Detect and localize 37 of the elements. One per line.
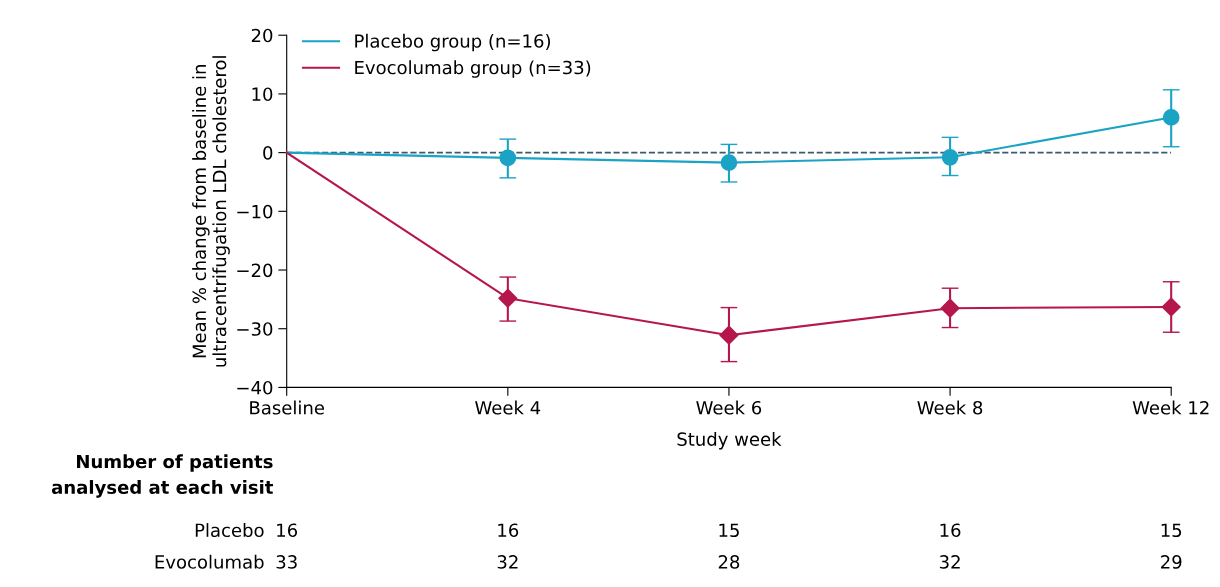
text: 16	[277, 523, 298, 538]
text: Placebo	[195, 523, 264, 538]
legend-label: Placebo group (n=16)	[355, 33, 551, 52]
point	[719, 325, 739, 345]
y-axis-title: Mean % change from baseline in ultracentrifugation LDL cholesterol	[192, 56, 230, 367]
text: 16	[498, 523, 519, 538]
text: 32	[497, 555, 518, 569]
x-tick-label: Week 6	[696, 400, 762, 415]
text: Number of patients analysed at each visit	[51, 454, 274, 498]
y-tick-label: 20	[251, 28, 273, 43]
text: 29	[1161, 555, 1182, 569]
x-tick-label: Week 4	[475, 400, 541, 415]
x-tick-label: Week 8	[917, 400, 983, 415]
point	[720, 154, 738, 171]
point	[1161, 297, 1181, 317]
y-tick-label: 10	[252, 87, 273, 102]
point	[941, 148, 959, 166]
point	[1162, 109, 1180, 126]
y-tick-label: −20	[237, 263, 273, 278]
point	[940, 298, 960, 318]
point	[498, 288, 518, 308]
text: 15	[1161, 523, 1182, 538]
y-tick-label: −40	[237, 380, 273, 395]
text: 16	[940, 523, 961, 538]
x-axis-title: Study week	[677, 431, 782, 450]
point	[499, 149, 517, 167]
y-tick-label: 0	[263, 146, 273, 160]
text: 28	[718, 555, 740, 569]
text: 33	[276, 555, 297, 569]
text: 15	[719, 523, 739, 538]
text: Evocolumab	[155, 554, 264, 569]
x-tick-label: Baseline	[250, 400, 325, 415]
y-tick-label: −10	[237, 204, 273, 219]
legend-label: Evocolumab group (n=33)	[355, 60, 591, 78]
y-tick-label: −30	[237, 322, 273, 336]
x-tick-label: Week 12	[1132, 400, 1209, 415]
text: 32	[939, 555, 960, 569]
